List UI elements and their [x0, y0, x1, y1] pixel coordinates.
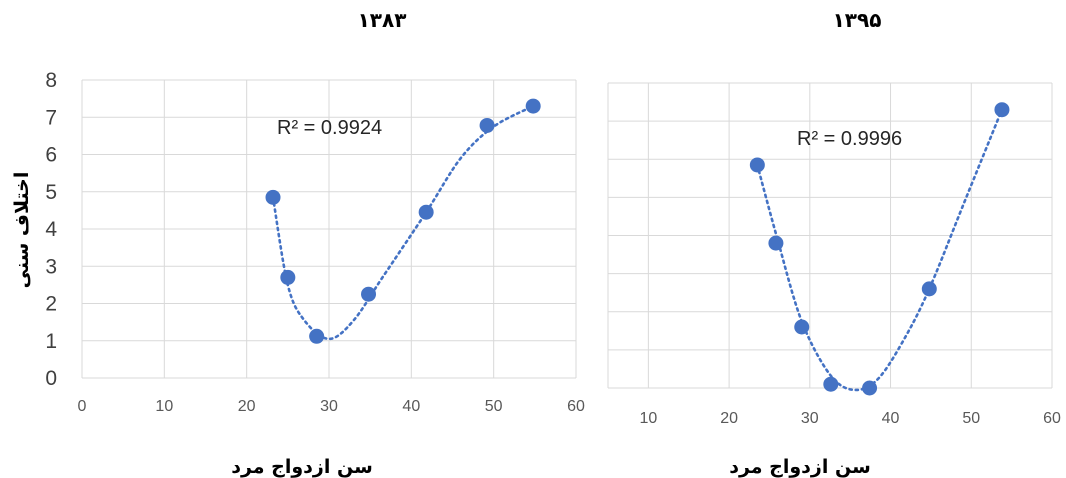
x-tick-label: 20: [238, 398, 256, 415]
x-tick-label: 0: [78, 398, 87, 415]
y-tick-label: 4: [45, 218, 57, 241]
x-tick-label: 10: [639, 410, 657, 427]
data-points: [265, 98, 541, 344]
gridlines: [81, 79, 577, 379]
x-tick-label: 40: [402, 398, 420, 415]
x-tick-label: 40: [882, 410, 900, 427]
x-tick-label: 30: [801, 410, 819, 427]
data-point: [749, 157, 765, 173]
trendline: [271, 104, 535, 341]
x-axis-label: سن ازدواج مرد: [231, 456, 373, 478]
x-tick-label: 50: [485, 398, 503, 415]
data-point: [768, 235, 784, 251]
y-tick-label: 7: [45, 106, 57, 129]
data-point: [823, 376, 839, 392]
r-squared-label: R² = 0.9996: [797, 128, 902, 150]
x-axis-label: سن ازدواج مرد: [729, 456, 871, 478]
data-point: [862, 380, 878, 396]
trendline: [756, 108, 1004, 392]
data-point: [479, 117, 495, 133]
x-tick-label: 60: [1043, 410, 1061, 427]
data-point: [794, 319, 810, 335]
y-axis-label: اختلاف سنی: [11, 172, 33, 289]
data-point: [361, 286, 377, 302]
data-point: [525, 98, 541, 114]
y-tick-label: 1: [45, 330, 57, 353]
x-tick-labels: 10 20 30 40 50 60: [639, 410, 1061, 427]
y-tick-label: 2: [45, 293, 57, 316]
chart-title: ۱۳۸۳: [358, 8, 407, 32]
data-point: [921, 281, 937, 297]
chart-1383: ۱۳۸۳ 0 10 20 30 40 50 60 0 1 2 3 4 5 6 7 8 R² = 0.9924…: [11, 8, 585, 478]
x-tick-label: 10: [155, 398, 173, 415]
data-point: [280, 269, 296, 285]
chart-1395: ۱۳۹۵ 10 20 30 40 50 60 R² = 0.9996 سن ازدواج …: [607, 8, 1061, 478]
x-tick-label: 20: [720, 410, 738, 427]
y-tick-label: 5: [45, 181, 57, 204]
x-tick-label: 50: [962, 410, 980, 427]
chart-title: ۱۳۹۵: [833, 8, 882, 32]
x-tick-labels: 0 10 20 30 40 50 60: [78, 398, 585, 415]
data-point: [418, 204, 434, 220]
y-tick-label: 6: [45, 144, 57, 167]
y-tick-label: 0: [45, 367, 57, 390]
y-tick-label: 3: [45, 255, 57, 278]
x-tick-label: 60: [567, 398, 585, 415]
data-point: [309, 328, 325, 344]
data-point: [994, 102, 1010, 118]
data-point: [265, 189, 281, 205]
data-points: [749, 102, 1010, 396]
y-tick-label: 8: [45, 69, 57, 92]
x-tick-label: 30: [320, 398, 338, 415]
r-squared-label: R² = 0.9924: [277, 117, 382, 139]
y-tick-labels: 0 1 2 3 4 5 6 7 8: [45, 69, 57, 390]
